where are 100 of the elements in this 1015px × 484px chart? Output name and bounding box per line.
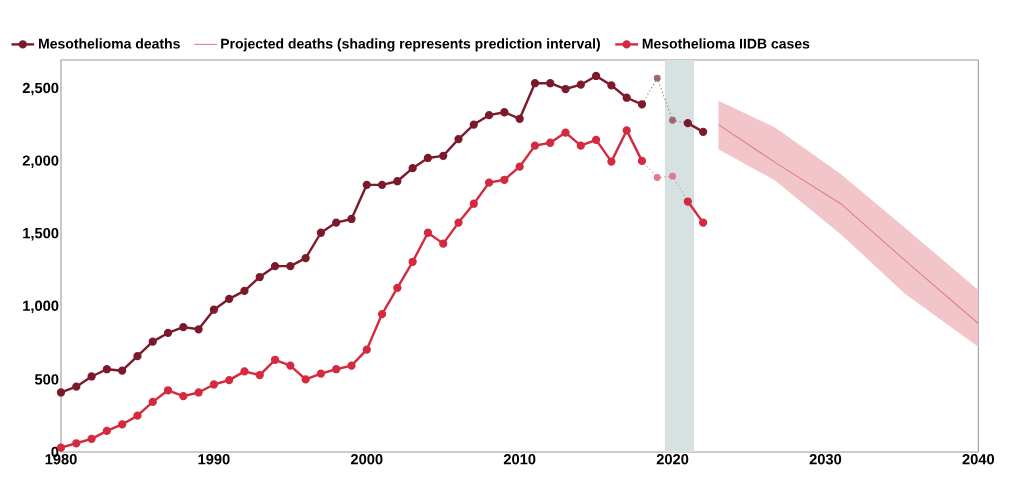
- point: [148, 397, 157, 407]
- point: [87, 434, 96, 444]
- point: [669, 116, 677, 124]
- point: [377, 309, 387, 319]
- point: [698, 218, 708, 227]
- point: [72, 382, 81, 391]
- point: [423, 228, 433, 237]
- point: [653, 174, 661, 182]
- point: [102, 365, 112, 374]
- y-tick-label: 2,000: [22, 155, 59, 168]
- point: [591, 135, 601, 144]
- point: [347, 214, 356, 224]
- point: [301, 375, 310, 384]
- point: [469, 120, 478, 129]
- point: [683, 119, 692, 128]
- x-tick-label: 2000: [350, 454, 383, 465]
- x-tick-label: 1990: [198, 454, 230, 465]
- point: [194, 388, 203, 397]
- point: [118, 420, 127, 429]
- point: [669, 172, 677, 180]
- point: [454, 218, 463, 227]
- point: [439, 239, 448, 248]
- point: [301, 254, 310, 263]
- x-tick-label: 2040: [962, 454, 995, 465]
- legend-label: Mesothelioma deaths: [39, 38, 180, 49]
- point: [546, 79, 555, 88]
- point: [439, 151, 448, 160]
- point: [500, 175, 509, 184]
- point: [255, 272, 264, 282]
- line-series: [717, 124, 979, 325]
- point: [240, 367, 249, 376]
- point: [484, 178, 494, 187]
- point: [530, 79, 540, 88]
- y-tick-label: 500: [34, 374, 59, 385]
- point: [546, 138, 555, 147]
- point: [698, 127, 708, 136]
- point: [332, 365, 341, 374]
- point: [591, 71, 601, 81]
- x-tick-label: 2020: [656, 454, 689, 465]
- point: [163, 328, 173, 338]
- point: [423, 153, 433, 163]
- point: [148, 337, 157, 346]
- point: [255, 370, 264, 380]
- point: [408, 164, 417, 173]
- point: [209, 380, 219, 389]
- point: [87, 372, 96, 381]
- point: [102, 426, 112, 436]
- legend-label: Mesothelioma IIDB cases: [642, 38, 810, 49]
- point: [209, 305, 219, 314]
- point: [377, 180, 387, 189]
- point: [179, 391, 188, 401]
- point: [163, 386, 173, 395]
- point: [576, 141, 585, 150]
- point: [133, 411, 142, 420]
- point: [530, 141, 540, 150]
- point: [225, 375, 234, 385]
- point: [561, 128, 570, 137]
- point: [72, 439, 81, 448]
- point: [622, 126, 631, 135]
- point: [362, 180, 371, 189]
- legend-label: Projected deaths (shading represents prediction interval): [221, 38, 600, 52]
- point: [469, 199, 478, 208]
- point: [393, 177, 402, 186]
- point: [56, 388, 66, 397]
- point: [484, 111, 494, 120]
- point: [118, 366, 127, 375]
- x-tick-label: 2010: [503, 454, 536, 465]
- point: [637, 156, 647, 166]
- point: [515, 114, 524, 123]
- point: [316, 369, 326, 378]
- point: [622, 93, 631, 102]
- point: [286, 361, 295, 370]
- point: [316, 228, 326, 237]
- point: [576, 80, 585, 89]
- point: [607, 157, 616, 166]
- point: [194, 325, 203, 334]
- point: [683, 197, 692, 206]
- point: [454, 134, 463, 144]
- point: [225, 294, 234, 303]
- y-tick-label: 1,500: [23, 227, 59, 241]
- point: [607, 81, 616, 90]
- point: [240, 286, 249, 295]
- x-tick-label: 2030: [809, 454, 842, 465]
- point: [270, 262, 280, 271]
- point: [637, 100, 647, 109]
- point: [179, 322, 188, 332]
- y-tick-label: 2,500: [22, 82, 59, 96]
- point: [133, 352, 142, 361]
- point: [393, 283, 402, 293]
- point: [500, 108, 509, 117]
- point: [653, 74, 661, 82]
- point: [362, 345, 371, 354]
- point: [561, 84, 570, 94]
- y-tick-label: 1,000: [23, 300, 59, 314]
- point: [347, 361, 356, 370]
- point: [515, 162, 524, 171]
- point: [286, 262, 295, 271]
- point: [270, 355, 280, 364]
- point: [408, 257, 417, 266]
- point: [332, 218, 341, 227]
